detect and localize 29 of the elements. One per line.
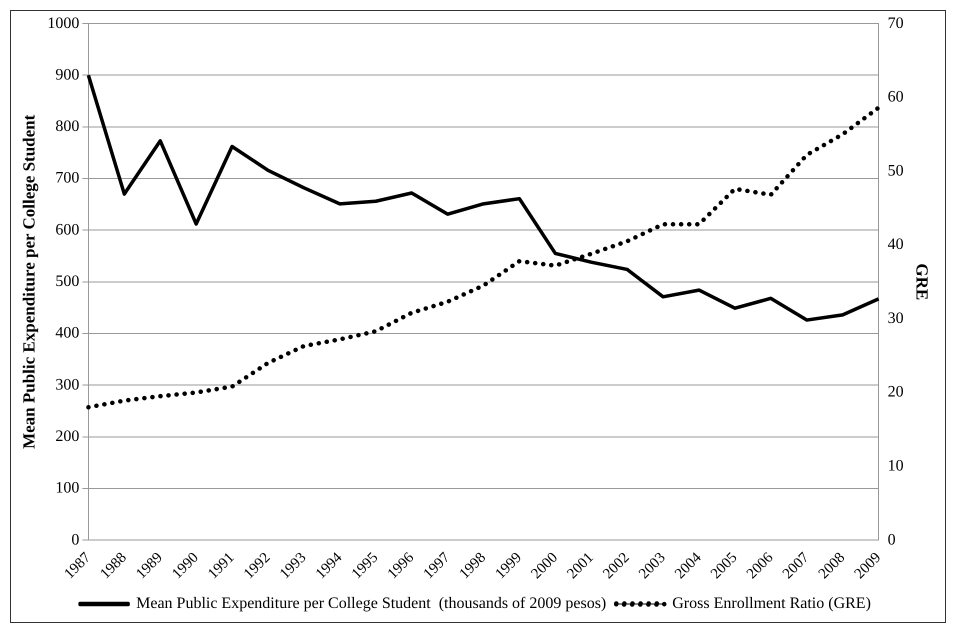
x-tick-label: 1989 bbox=[133, 550, 166, 582]
y2-tick-label: 0 bbox=[888, 531, 896, 548]
y-tick-label: 0 bbox=[71, 531, 80, 548]
y2-tick-label: 40 bbox=[888, 236, 904, 254]
y-tick-label: 500 bbox=[55, 273, 80, 290]
y2-tick-label: 20 bbox=[888, 384, 904, 401]
y2-tick-label: 70 bbox=[888, 14, 904, 32]
y-tick-label: 900 bbox=[55, 66, 80, 84]
legend-label: Gross Enrollment Ratio (GRE) bbox=[672, 595, 871, 612]
y-tick-label: 400 bbox=[55, 324, 80, 342]
y2-tick-label: 30 bbox=[888, 310, 904, 327]
y-tick-label: 600 bbox=[55, 221, 80, 238]
x-tick-label: 1990 bbox=[169, 550, 202, 582]
x-tick-label: 2001 bbox=[564, 550, 597, 582]
x-tick-label: 1991 bbox=[205, 550, 238, 582]
y-axis-title: Mean Public Expenditure per College Student bbox=[20, 114, 39, 449]
y-tick-label: 300 bbox=[55, 376, 80, 394]
y-tick-label: 1000 bbox=[47, 14, 80, 32]
y-tick-label: 700 bbox=[55, 170, 80, 187]
y-tick-label: 800 bbox=[55, 118, 80, 136]
legend-label: Mean Public Expenditure per College Student (thousands of 2009 pesos) bbox=[136, 595, 606, 612]
x-tick-label: 1999 bbox=[492, 550, 526, 582]
y2-tick-label: 50 bbox=[888, 162, 904, 180]
y2-tick-label: 60 bbox=[888, 88, 904, 106]
y2-tick-label: 10 bbox=[888, 457, 904, 474]
x-tick-label: 1992 bbox=[241, 550, 274, 582]
y-tick-label: 200 bbox=[55, 428, 80, 445]
y-tick-label: 100 bbox=[55, 480, 80, 497]
y2-axis-title: GRE bbox=[912, 263, 932, 300]
